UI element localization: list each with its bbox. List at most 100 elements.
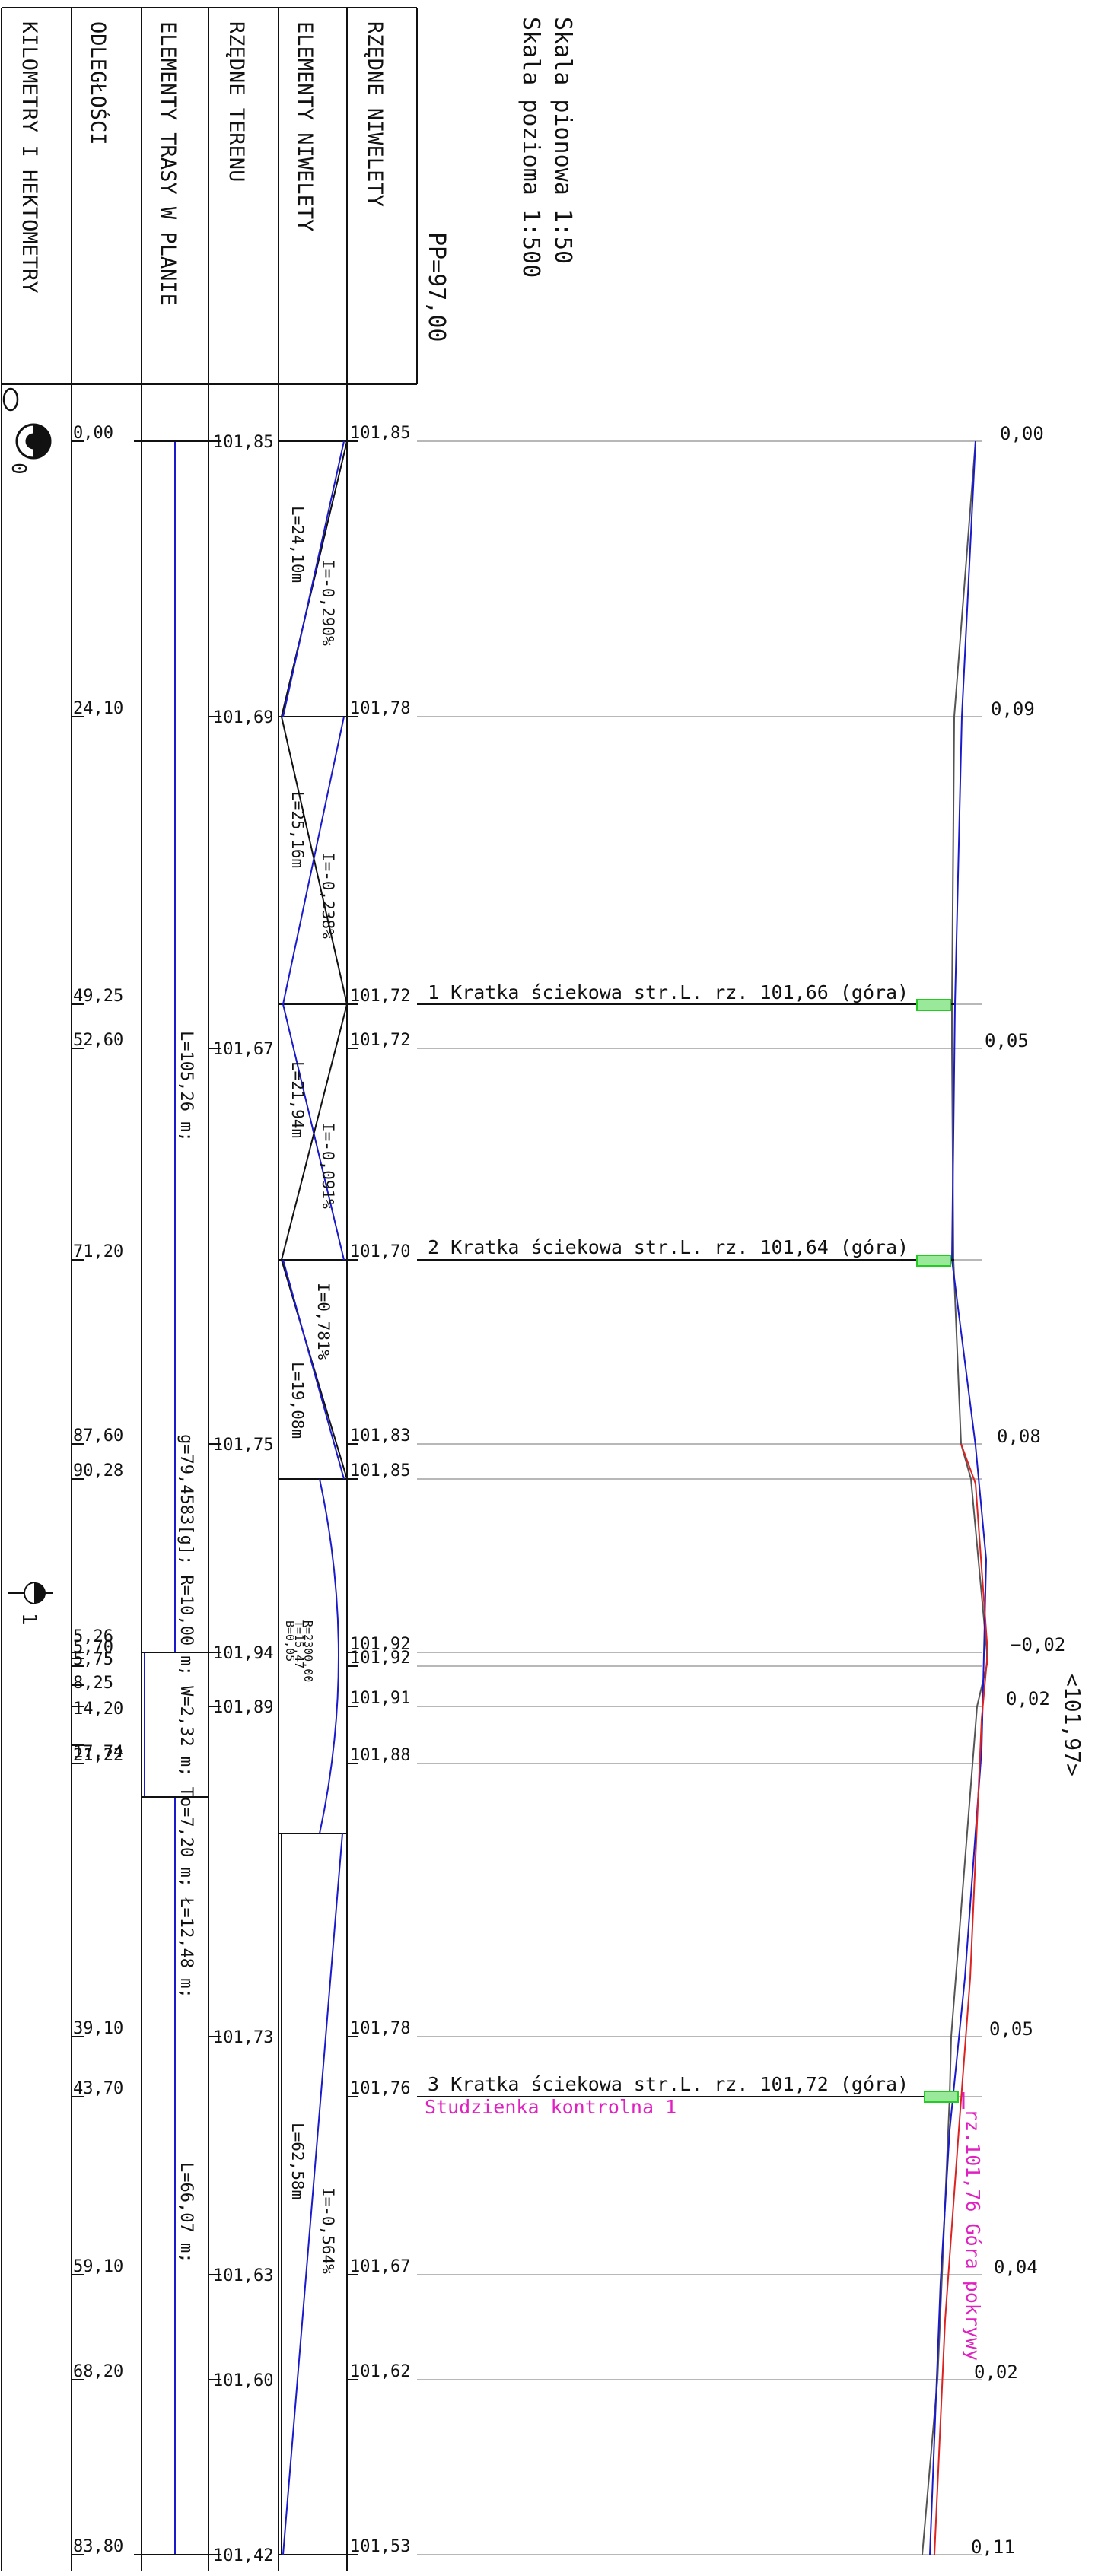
station-distance: 8,25: [73, 1674, 113, 1693]
station-row: 5,70: [72, 1638, 113, 1659]
grade-elevation: 101,92: [350, 1649, 410, 1668]
km-zero-marker: 0: [2, 387, 52, 475]
vertical-curve-radius: R=2300,00: [301, 1620, 315, 1682]
elevation-difference: 0,02: [974, 2361, 1018, 2383]
grade-seg-4-length: L=19,08m: [288, 1362, 307, 1439]
manhole-name: Studzienka kontrolna 1: [425, 2096, 676, 2118]
header-grade-elev: RZĘDNE NIWELETY: [363, 21, 387, 207]
scale-horizontal: Skala pozioma 1:500: [517, 17, 544, 278]
hm-one-label: 1: [18, 1613, 40, 1625]
grade-elevation: 101,62: [350, 2362, 410, 2381]
grade-elevation: 101,78: [350, 2019, 410, 2038]
station-row: 83,80 101,42 101,53 0,11: [72, 2536, 1015, 2565]
grade-seg-3-slope: I=-0,091%: [319, 1122, 337, 1209]
grade-elevation: 101,92: [350, 1635, 410, 1654]
station-distance: 21,22: [73, 1746, 123, 1765]
station-row: 0,00 101,85 101,85 0,00: [72, 423, 1044, 452]
station-row: 5,26 101,94 101,92 −0,02: [72, 1627, 1065, 1663]
structure-2: 2 Kratka ściekowa str.L. rz. 101,64 (gór…: [417, 1236, 954, 1267]
station-row: 52,60 101,67 101,72 0,05: [72, 1030, 1029, 1059]
elevation-difference: 0,00: [1000, 423, 1044, 444]
plan-alignment: [144, 441, 176, 2555]
station-distance: 39,10: [73, 2019, 123, 2038]
grade-elevation: 101,85: [350, 424, 410, 443]
elevation-difference: 0,04: [994, 2256, 1038, 2278]
grade-seg-2-slope: I=-0,238%: [319, 852, 337, 939]
grade-seg-4-slope: I=0,781%: [314, 1283, 333, 1360]
grade-seg-2-length: L=25,16m: [288, 791, 307, 868]
station-distance: 5,75: [73, 1650, 113, 1669]
grade-seg-5-length: L=62,58m: [288, 2123, 307, 2199]
grade-elevation: 101,85: [350, 1461, 410, 1480]
grade-elevation: 101,70: [350, 1242, 410, 1261]
station-row: 59,10 101,63 101,67 0,04: [72, 2256, 1038, 2285]
station-distance: 68,20: [73, 2362, 123, 2381]
station-distance: 90,28: [73, 1461, 123, 1480]
grade-seg-3-length: L=21,94m: [288, 1061, 307, 1138]
station-distance: 59,10: [73, 2257, 123, 2276]
peak-label: <101,97>: [1060, 1674, 1085, 1776]
table-frame: [1, 7, 418, 2571]
station-distance: 87,60: [73, 1426, 123, 1445]
design-line-red: [934, 1443, 989, 2555]
station-distance: 52,60: [73, 1031, 123, 1050]
terrain-elevation: 101,42: [213, 2546, 273, 2565]
header-terrain-elev: RZĘDNE TERENU: [224, 21, 248, 182]
station-distance: 17,74: [73, 1743, 123, 1762]
station-distance: 5,26: [73, 1627, 113, 1646]
plan-arc: g=79,4583[g]; R=10,00 m; W=2,32 m; To=7,…: [177, 1434, 196, 1999]
grade-seg-1-length: L=24,10m: [288, 506, 307, 583]
hm-one-marker: 1: [8, 1581, 53, 1625]
terrain-elevation: 101,63: [213, 2266, 273, 2285]
terrain-elevation: 101,85: [213, 433, 273, 452]
station-rows: 0,00 101,85 101,85 0,00 24,10 101,69 101,78 0,0…: [72, 423, 1065, 2565]
datum-label: PP=97,00: [423, 232, 450, 342]
grade-diagram: [278, 440, 348, 2555]
station-distance: 71,20: [73, 1242, 123, 1261]
grade-elevation: 101,83: [350, 1426, 410, 1445]
structure-2-label: 2 Kratka ściekowa str.L. rz. 101,64 (gór…: [428, 1236, 909, 1258]
station-row: 17,74: [72, 1743, 123, 1762]
station-row: 39,10 101,73 101,78 0,05: [72, 2018, 1033, 2047]
grade-elevation: 101,53: [350, 2537, 410, 2556]
elevation-difference: 0,11: [971, 2536, 1015, 2558]
header-km: KILOMETRY I HEKTOMETRY: [18, 21, 41, 294]
station-distance: 43,70: [73, 2079, 123, 2098]
manhole-cover: rz.101,76 Góra pokrywy: [962, 2109, 984, 2361]
scale-vertical: Skala pionowa 1:50: [549, 17, 576, 264]
station-distance: 5,70: [73, 1638, 113, 1657]
header-distances: ODLEGŁOŚCI: [86, 21, 110, 145]
station-distance: 83,80: [73, 2537, 123, 2556]
station-row: 14,20 101,89 101,91 0,02: [72, 1688, 1050, 1719]
station-row: 5,75 101,92: [72, 1649, 982, 1669]
elevation-difference: 0,09: [991, 698, 1035, 720]
elevation-difference: 0,05: [985, 1030, 1029, 1051]
station-distance: 49,25: [73, 987, 123, 1006]
grade-seg-5-slope: I=-0,564%: [319, 2187, 337, 2274]
grade-elevation: 101,67: [350, 2257, 410, 2276]
profile-lines: [922, 440, 989, 2555]
header-plan-elements: ELEMENTY TRASY W PLANIE: [156, 21, 180, 306]
terrain-elevation: 101,60: [213, 2371, 273, 2390]
terrain-elevation: 101,67: [213, 1040, 273, 1059]
plan-straight-2: L=66,07 m;: [177, 2162, 196, 2263]
structure-3-label: 3 Kratka ściekowa str.L. rz. 101,72 (gór…: [428, 2073, 909, 2095]
grade-elevation: 101,91: [350, 1689, 410, 1708]
station-row: 90,28 101,85: [72, 1461, 982, 1480]
grade-elevation: 101,78: [350, 699, 410, 718]
structure-1-label: 1 Kratka ściekowa str.L. rz. 101,66 (gór…: [428, 981, 909, 1003]
plan-ticks: [134, 440, 208, 2555]
structure-1: 1 Kratka ściekowa str.L. rz. 101,66 (gór…: [417, 981, 954, 1011]
vertical-curve-bulge: B=0,05: [283, 1620, 297, 1662]
terrain-elevation: 101,69: [213, 708, 273, 727]
station-distance: 24,10: [73, 699, 123, 718]
header-grade-elements: ELEMENTY NIWELETY: [293, 21, 317, 231]
vertical-curve-tangent: T=15,47: [292, 1620, 306, 1668]
elevation-difference: 0,08: [997, 1426, 1041, 1447]
grade-line: [929, 440, 988, 2555]
plan-straight-1: L=105,26 m;: [177, 1031, 196, 1142]
grade-elevation: 101,76: [350, 2079, 410, 2098]
elevation-difference: −0,02: [1011, 1634, 1065, 1655]
station-row: 8,25: [72, 1674, 113, 1693]
